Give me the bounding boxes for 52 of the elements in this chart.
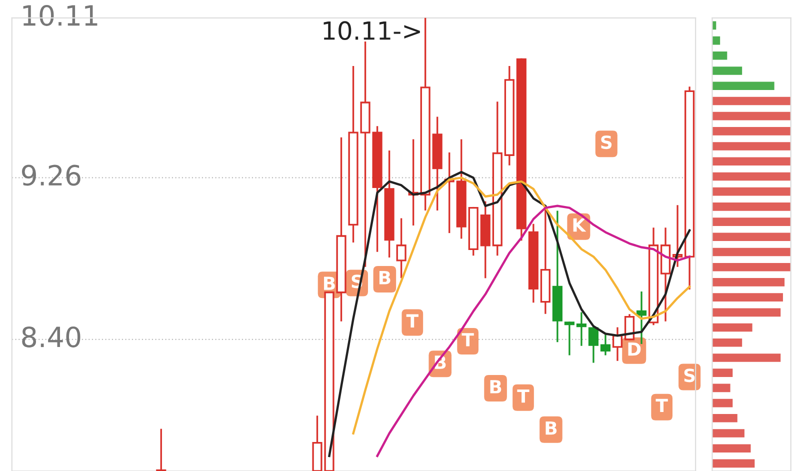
bar [712,262,791,272]
annotation: T [517,389,530,403]
candlestick [624,314,635,340]
annotation: T [406,314,418,328]
y-tick-label: 8.40 [22,326,80,348]
y-tick-label: 9.26 [22,164,80,186]
annotation: B [379,271,390,284]
bar [712,398,733,408]
bar [712,368,733,377]
bar [712,232,791,242]
candlestick [588,325,599,363]
bar [712,323,752,332]
annotation: S [601,135,612,150]
annotation: 10.11-> [324,21,420,40]
annotation: B [490,380,502,394]
annotation: T [462,333,474,346]
annotation: K [573,218,586,232]
bar [712,278,785,286]
bar [712,112,791,120]
candlestick [156,428,166,471]
annotation: D [628,342,641,356]
bar [712,202,791,211]
bar [712,172,791,181]
bar [712,187,791,196]
bar [712,308,781,317]
bar [712,459,755,468]
bar [712,248,791,256]
bar [712,96,791,106]
bar [712,293,783,302]
bar [712,127,791,136]
candlestick [396,218,406,278]
annotation: T [656,398,668,412]
candlestick [564,322,574,356]
bar [712,142,791,150]
bar [712,429,744,438]
annotation: B [324,276,335,290]
annotation: B [546,421,557,435]
bar [712,444,751,452]
y-tick-label: 10.11 [23,4,98,26]
bar [712,218,791,226]
bar [712,82,774,90]
bar [712,66,742,75]
bar [712,157,791,166]
candlestick [600,334,611,356]
bar [712,354,781,362]
candlestick [636,292,647,344]
bar [712,338,742,347]
annotation: S [684,368,695,382]
candlestick [576,312,586,346]
bar [712,414,738,422]
bar [712,52,728,60]
bar [712,384,730,392]
